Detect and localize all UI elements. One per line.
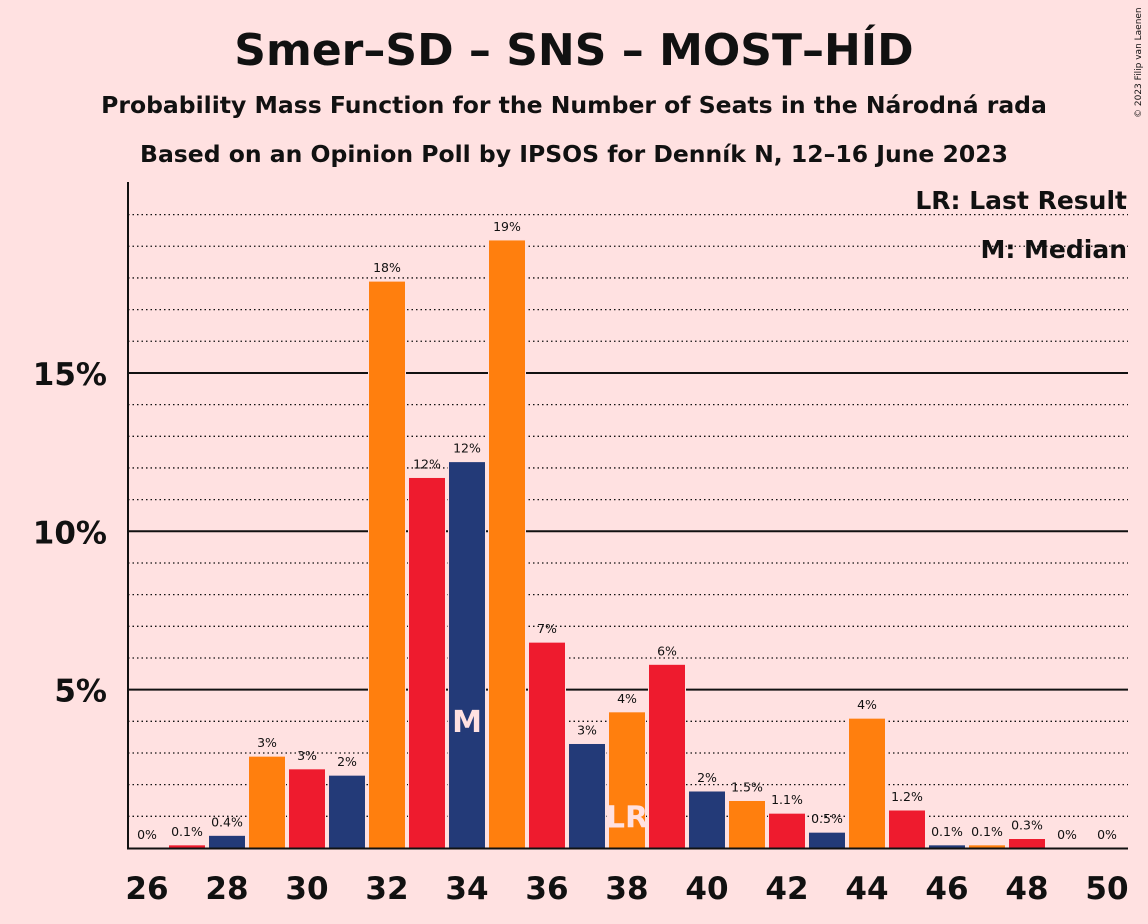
value-label-seat-39: 6% (657, 643, 677, 658)
bar-seat-31 (328, 774, 366, 849)
chart-subtitle-2: Based on an Opinion Poll by IPSOS for De… (140, 140, 1008, 168)
value-label-seat-43: 0.5% (811, 811, 843, 826)
bar-seat-34 (448, 461, 486, 849)
value-label-seat-33: 12% (413, 456, 441, 471)
bar-seat-45 (888, 809, 926, 849)
bar-seat-32 (368, 280, 406, 849)
legend: LR: Last Result M: Median (915, 186, 1127, 264)
bar-seat-42 (768, 812, 806, 849)
value-label-seat-27: 0.1% (171, 824, 203, 839)
value-label-seat-31: 2% (337, 754, 357, 769)
grid-lines (128, 213, 1128, 817)
value-label-seat-29: 3% (257, 735, 277, 750)
bar-seat-29 (248, 755, 286, 849)
value-label-seat-42: 1.1% (771, 792, 803, 807)
x-tick-label: 30 (285, 871, 328, 907)
value-label-seat-40: 2% (697, 770, 717, 785)
y-tick-label: 10% (33, 515, 107, 551)
x-tick-label: 46 (925, 871, 968, 907)
value-label-seat-30: 3% (297, 748, 317, 763)
value-label-seat-34: 12% (453, 441, 481, 456)
y-tick-label: 15% (33, 357, 107, 393)
bar-seat-30 (288, 768, 326, 849)
value-label-seat-49: 0% (1057, 827, 1077, 842)
bar-seat-28 (208, 834, 246, 849)
bars-group (168, 239, 1046, 849)
bar-seat-33 (408, 476, 446, 849)
chart-title: Smer–SD – SNS – MOST–HÍD (234, 23, 913, 76)
value-label-seat-45: 1.2% (891, 789, 923, 804)
bar-seat-44 (848, 717, 886, 849)
x-tick-label: 28 (205, 871, 248, 907)
x-tick-label: 36 (525, 871, 568, 907)
bar-seat-40 (688, 790, 726, 849)
copyright-notice: © 2023 Filip van Laenen (1134, 7, 1144, 118)
x-tick-label: 26 (125, 871, 168, 907)
bar-seat-48 (1008, 837, 1046, 849)
value-label-seat-46: 0.1% (931, 824, 963, 839)
value-label-seat-28: 0.4% (211, 814, 243, 829)
value-label-seat-35: 19% (493, 219, 521, 234)
chart-subtitle: Probability Mass Function for the Number… (101, 91, 1047, 119)
bar-seat-41 (728, 799, 766, 849)
value-label-seat-41: 1.5% (731, 779, 763, 794)
last-result-marker: LR (606, 801, 648, 836)
bar-seat-36 (528, 641, 566, 849)
value-label-seat-38: 4% (617, 691, 637, 706)
bar-seat-39 (648, 663, 686, 849)
value-label-seat-32: 18% (373, 260, 401, 275)
x-tick-label: 32 (365, 871, 408, 907)
value-label-seat-47: 0.1% (971, 824, 1003, 839)
legend-median: M: Median (980, 235, 1127, 264)
value-label-seat-50: 0% (1097, 827, 1117, 842)
x-tick-label: 48 (1005, 871, 1048, 907)
x-tick-label: 34 (445, 871, 488, 907)
bar-seat-37 (568, 742, 606, 849)
x-tick-label: 38 (605, 871, 648, 907)
value-label-seat-48: 0.3% (1011, 817, 1043, 832)
x-tick-labels: 26 28 30 32 34 36 38 40 42 44 46 48 50 (125, 871, 1128, 907)
x-tick-label: 50 (1085, 871, 1128, 907)
y-tick-labels: 5% 10% 15% (33, 357, 107, 710)
bar-seat-35 (488, 239, 526, 849)
value-label-seat-36: 7% (537, 621, 557, 636)
x-tick-label: 40 (685, 871, 728, 907)
value-label-seat-26: 0% (137, 827, 157, 842)
axes-group (127, 182, 1128, 850)
bar-seat-38 (608, 711, 646, 849)
legend-last-result: LR: Last Result (915, 186, 1127, 215)
y-tick-label: 5% (54, 674, 107, 710)
x-tick-label: 44 (845, 871, 888, 907)
bar-seat-43 (808, 831, 846, 849)
value-label-seat-37: 3% (577, 722, 597, 737)
median-marker: M (452, 705, 482, 740)
markers-group: M LR (452, 705, 648, 835)
value-labels-group: 0% 0.1% 0.4% 3% 3% 2% 18% 12% 12% 19% 7% 3% 4% 6% 2% 1.… (137, 219, 1117, 842)
x-tick-label: 42 (765, 871, 808, 907)
value-label-seat-44: 4% (857, 697, 877, 712)
